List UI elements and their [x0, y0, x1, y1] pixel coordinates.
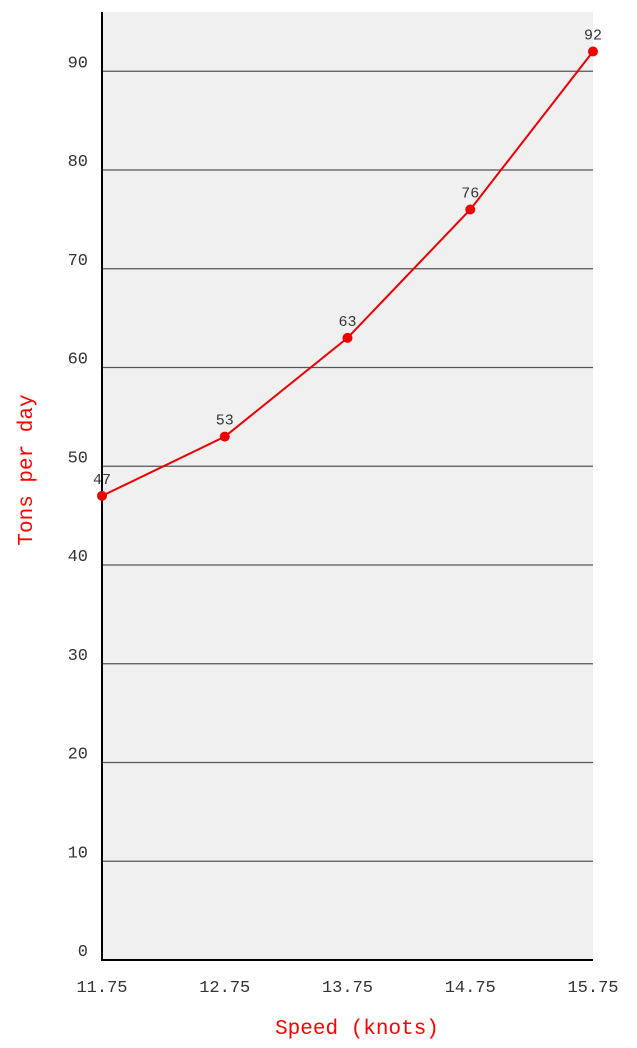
y-tick-label: 90 [68, 54, 88, 73]
x-tick-label: 15.75 [567, 979, 618, 998]
y-tick-label: 0 [78, 943, 88, 962]
y-tick-label: 60 [68, 351, 88, 370]
y-tick-label: 70 [68, 252, 88, 271]
y-tick-label: 40 [68, 548, 88, 567]
data-label: 76 [461, 186, 479, 203]
data-label: 47 [93, 472, 111, 489]
data-label: 53 [216, 413, 234, 430]
y-tick-label: 80 [68, 153, 88, 172]
series-group: 47 53 63 76 92 [93, 28, 602, 501]
x-tick-labels: 11.75 12.75 13.75 14.75 15.75 [76, 979, 618, 998]
data-point [465, 204, 476, 215]
data-point [97, 490, 107, 501]
data-label: 92 [584, 28, 602, 45]
x-tick-label: 12.75 [199, 979, 250, 998]
data-point [342, 332, 353, 343]
gridlines [102, 70, 593, 862]
plot-area [102, 12, 593, 960]
y-tick-label: 50 [68, 449, 88, 468]
y-tick-label: 30 [68, 647, 88, 666]
x-tick-label: 11.75 [76, 979, 127, 998]
x-axis-title: Speed (knots) [275, 1018, 439, 1041]
data-label: 63 [338, 314, 356, 331]
y-tick-label: 10 [68, 844, 88, 863]
data-point [588, 46, 598, 57]
y-tick-label: 20 [68, 746, 88, 765]
x-tick-label: 14.75 [445, 979, 496, 998]
y-tick-labels: 0 10 20 30 40 50 60 70 80 90 [68, 54, 88, 962]
x-tick-label: 13.75 [322, 979, 373, 998]
y-axis-title: Tons per day [16, 394, 39, 545]
data-point [219, 431, 230, 442]
